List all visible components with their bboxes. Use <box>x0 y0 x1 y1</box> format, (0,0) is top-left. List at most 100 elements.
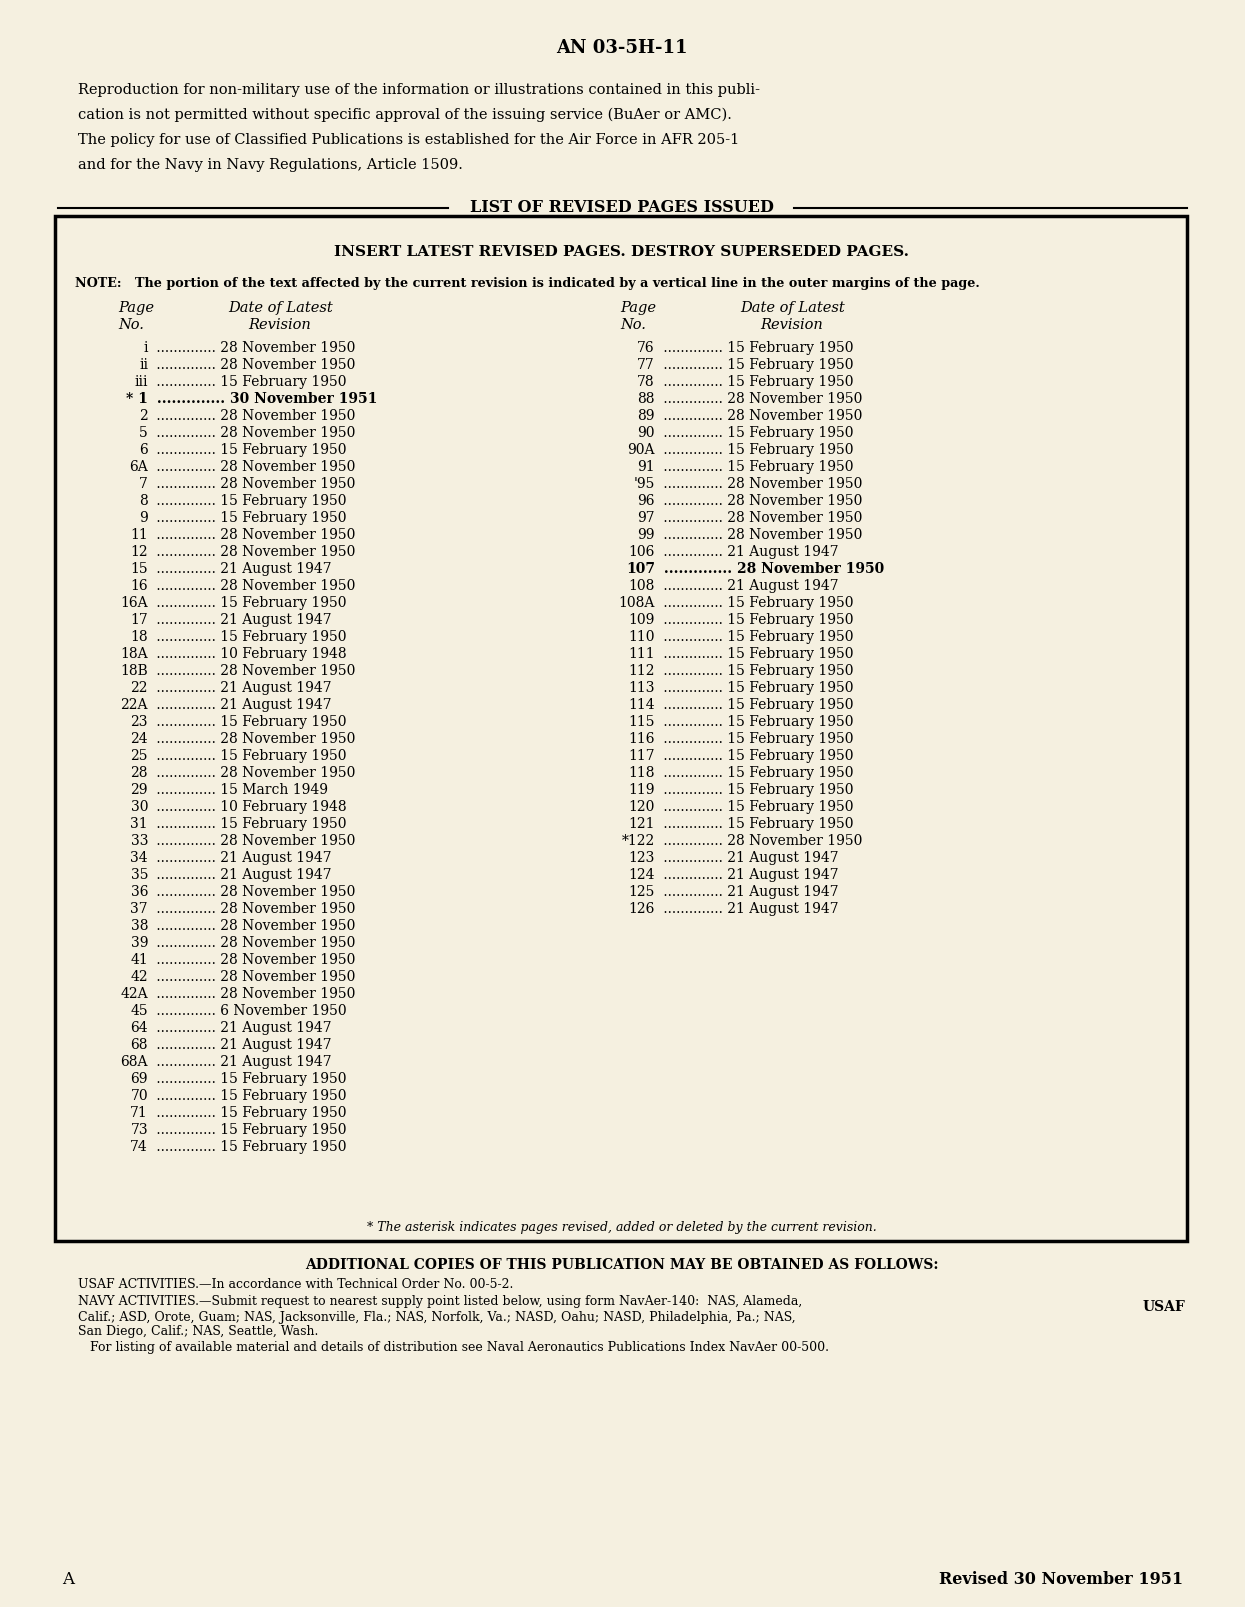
Text: 9: 9 <box>139 511 148 525</box>
Text: 77: 77 <box>637 358 655 371</box>
Text: .............. 6 November 1950: .............. 6 November 1950 <box>152 1004 346 1017</box>
Text: 125: 125 <box>629 885 655 898</box>
Text: 91: 91 <box>637 460 655 474</box>
Text: 118: 118 <box>629 767 655 779</box>
Text: .............. 21 August 1947: .............. 21 August 1947 <box>152 1020 331 1035</box>
Text: .............. 15 February 1950: .............. 15 February 1950 <box>659 733 854 746</box>
Text: .............. 15 February 1950: .............. 15 February 1950 <box>152 630 346 644</box>
Text: * 1: * 1 <box>126 392 148 407</box>
Text: .............. 28 November 1950: .............. 28 November 1950 <box>152 834 355 848</box>
Text: 121: 121 <box>629 816 655 831</box>
Text: .............. 28 November 1950: .............. 28 November 1950 <box>152 410 355 423</box>
Text: .............. 15 February 1950: .............. 15 February 1950 <box>659 800 854 815</box>
Text: Calif.; ASD, Orote, Guam; NAS, Jacksonville, Fla.; NAS, Norfolk, Va.; NASD, Oahu: Calif.; ASD, Orote, Guam; NAS, Jacksonvi… <box>78 1310 796 1324</box>
Text: 115: 115 <box>629 715 655 730</box>
Text: .............. 21 August 1947: .............. 21 August 1947 <box>152 562 331 575</box>
Text: 108A: 108A <box>619 596 655 611</box>
Text: .............. 28 November 1950: .............. 28 November 1950 <box>152 919 355 934</box>
Text: AN 03-5H-11: AN 03-5H-11 <box>557 39 687 56</box>
Text: 22: 22 <box>131 681 148 694</box>
Text: 31: 31 <box>131 816 148 831</box>
Text: 68A: 68A <box>121 1056 148 1069</box>
Text: .............. 21 August 1947: .............. 21 August 1947 <box>659 545 839 559</box>
Text: .............. 15 February 1950: .............. 15 February 1950 <box>659 612 854 627</box>
Text: 42: 42 <box>131 971 148 983</box>
Text: .............. 28 November 1950: .............. 28 November 1950 <box>152 733 355 746</box>
Text: 16A: 16A <box>121 596 148 611</box>
Text: 11: 11 <box>131 529 148 542</box>
Text: .............. 28 November 1950: .............. 28 November 1950 <box>152 902 355 916</box>
Text: .............. 21 August 1947: .............. 21 August 1947 <box>152 697 331 712</box>
Text: 88: 88 <box>637 392 655 407</box>
Text: 36: 36 <box>131 885 148 898</box>
Text: 2: 2 <box>139 410 148 423</box>
Text: .............. 21 August 1947: .............. 21 August 1947 <box>152 868 331 882</box>
Text: .............. 28 November 1950: .............. 28 November 1950 <box>152 935 355 950</box>
Text: .............. 15 February 1950: .............. 15 February 1950 <box>659 630 854 644</box>
Text: For listing of available material and details of distribution see Naval Aeronaut: For listing of available material and de… <box>78 1340 829 1353</box>
Text: 114: 114 <box>629 697 655 712</box>
Text: NOTE:   The portion of the text affected by the current revision is indicated by: NOTE: The portion of the text affected b… <box>75 278 980 291</box>
Text: .............. 15 February 1950: .............. 15 February 1950 <box>152 1106 346 1120</box>
Text: 109: 109 <box>629 612 655 627</box>
Text: .............. 15 February 1950: .............. 15 February 1950 <box>659 767 854 779</box>
Text: 17: 17 <box>131 612 148 627</box>
Text: * The asterisk indicates pages revised, added or deleted by the current revision: * The asterisk indicates pages revised, … <box>367 1220 876 1234</box>
Text: LIST OF REVISED PAGES ISSUED: LIST OF REVISED PAGES ISSUED <box>471 199 774 217</box>
Text: .............. 28 November 1950: .............. 28 November 1950 <box>152 664 355 678</box>
Text: 68: 68 <box>131 1038 148 1053</box>
Text: .............. 15 February 1950: .............. 15 February 1950 <box>152 444 346 456</box>
Text: .............. 15 February 1950: .............. 15 February 1950 <box>659 749 854 763</box>
Text: .............. 15 February 1950: .............. 15 February 1950 <box>659 816 854 831</box>
Text: iii: iii <box>134 374 148 389</box>
Text: 45: 45 <box>131 1004 148 1017</box>
Text: 69: 69 <box>131 1072 148 1086</box>
Text: 76: 76 <box>637 341 655 355</box>
Text: .............. 15 March 1949: .............. 15 March 1949 <box>152 783 327 797</box>
Text: .............. 28 November 1950: .............. 28 November 1950 <box>152 341 355 355</box>
Text: .............. 28 November 1950: .............. 28 November 1950 <box>659 511 863 525</box>
Text: .............. 15 February 1950: .............. 15 February 1950 <box>659 648 854 660</box>
Text: 112: 112 <box>629 664 655 678</box>
Text: ADDITIONAL COPIES OF THIS PUBLICATION MAY BE OBTAINED AS FOLLOWS:: ADDITIONAL COPIES OF THIS PUBLICATION MA… <box>305 1258 939 1273</box>
Text: .............. 28 November 1950: .............. 28 November 1950 <box>659 529 863 542</box>
Text: 106: 106 <box>629 545 655 559</box>
Text: .............. 10 February 1948: .............. 10 February 1948 <box>152 648 346 660</box>
Text: 126: 126 <box>629 902 655 916</box>
Text: 74: 74 <box>131 1139 148 1154</box>
Text: .............. 15 February 1950: .............. 15 February 1950 <box>659 426 854 440</box>
Text: 35: 35 <box>131 868 148 882</box>
Text: .............. 21 August 1947: .............. 21 August 1947 <box>152 1056 331 1069</box>
Text: 113: 113 <box>629 681 655 694</box>
Text: .............. 15 February 1950: .............. 15 February 1950 <box>152 596 346 611</box>
Text: 39: 39 <box>131 935 148 950</box>
Text: 6A: 6A <box>129 460 148 474</box>
Text: 42A: 42A <box>121 987 148 1001</box>
Text: .............. 15 February 1950: .............. 15 February 1950 <box>152 1072 346 1086</box>
Text: .............. 28 November 1950: .............. 28 November 1950 <box>152 953 355 967</box>
Text: .............. 15 February 1950: .............. 15 February 1950 <box>152 1123 346 1138</box>
Text: .............. 21 August 1947: .............. 21 August 1947 <box>659 868 839 882</box>
Text: .............. 15 February 1950: .............. 15 February 1950 <box>152 493 346 508</box>
Text: .............. 28 November 1950: .............. 28 November 1950 <box>152 971 355 983</box>
Text: 123: 123 <box>629 852 655 865</box>
Text: .............. 21 August 1947: .............. 21 August 1947 <box>152 1038 331 1053</box>
Text: 97: 97 <box>637 511 655 525</box>
Text: 108: 108 <box>629 579 655 593</box>
Text: 64: 64 <box>131 1020 148 1035</box>
Text: 124: 124 <box>629 868 655 882</box>
Text: .............. 28 November 1950: .............. 28 November 1950 <box>659 392 863 407</box>
Text: Reproduction for non-military use of the information or illustrations contained : Reproduction for non-military use of the… <box>78 84 759 96</box>
Text: .............. 15 February 1950: .............. 15 February 1950 <box>152 1139 346 1154</box>
Text: 90A: 90A <box>627 444 655 456</box>
Text: .............. 15 February 1950: .............. 15 February 1950 <box>152 374 346 389</box>
Text: .............. 15 February 1950: .............. 15 February 1950 <box>659 697 854 712</box>
Text: 111: 111 <box>629 648 655 660</box>
Text: Date of Latest: Date of Latest <box>740 301 845 315</box>
Text: Page: Page <box>118 301 154 315</box>
Text: 24: 24 <box>131 733 148 746</box>
Bar <box>55 215 1186 1241</box>
Text: No.: No. <box>118 318 144 333</box>
Text: USAF: USAF <box>1142 1300 1185 1315</box>
Text: .............. 21 August 1947: .............. 21 August 1947 <box>152 681 331 694</box>
